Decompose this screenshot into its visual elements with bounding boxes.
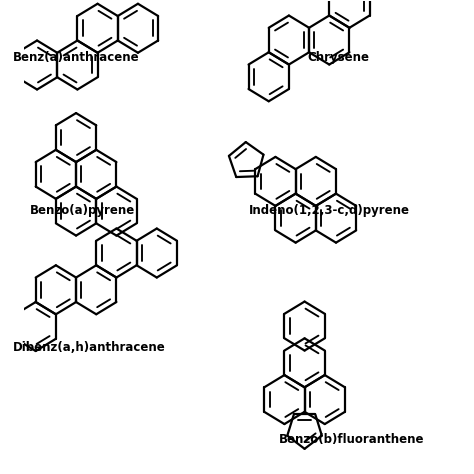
Text: Benzo(b)fluoranthene: Benzo(b)fluoranthene (279, 433, 424, 446)
Text: Benzo(a)pyrene: Benzo(a)pyrene (30, 204, 136, 217)
Text: Benz(a)anthracene: Benz(a)anthracene (13, 51, 139, 64)
Text: Indeno(1,2,3-c,d)pyrene: Indeno(1,2,3-c,d)pyrene (249, 204, 410, 217)
Text: Dibenz(a,h)anthracene: Dibenz(a,h)anthracene (13, 341, 166, 354)
Text: Chrysene: Chrysene (307, 51, 369, 64)
